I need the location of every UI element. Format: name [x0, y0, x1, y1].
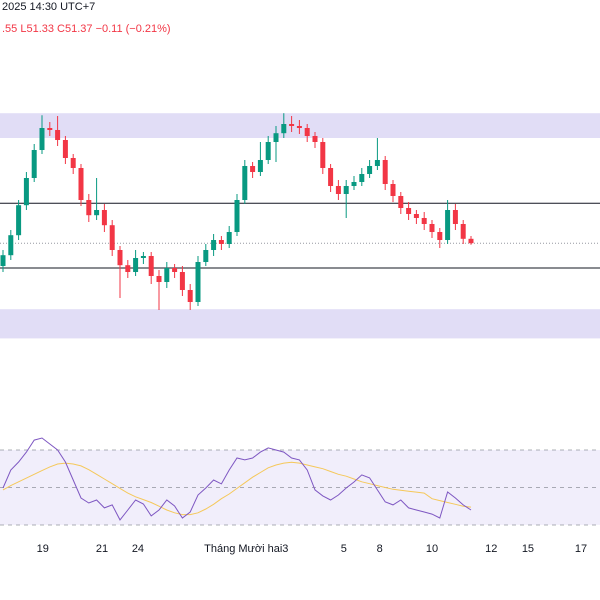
candle-body — [101, 210, 107, 226]
candle-body — [218, 240, 224, 244]
candle-body — [234, 200, 240, 232]
candle-body — [55, 130, 61, 140]
candle-body — [312, 136, 318, 142]
x-tick-label: 17 — [575, 543, 587, 555]
x-tick-label: 21 — [96, 543, 108, 555]
candle-body — [0, 255, 6, 266]
candle-body — [78, 168, 84, 200]
candle-body — [281, 124, 287, 134]
candle-body — [125, 265, 131, 272]
x-tick-label: 15 — [522, 543, 534, 555]
candle-body — [8, 235, 14, 256]
candle-body — [250, 166, 256, 172]
candle-body — [140, 256, 146, 258]
candle-body — [304, 128, 310, 136]
candle-body — [86, 200, 92, 216]
x-tick-label: 24 — [132, 543, 144, 555]
candle-body — [437, 232, 443, 240]
candle-body — [109, 225, 115, 250]
candle-body — [429, 224, 435, 232]
candle-body — [70, 158, 76, 168]
candle-body — [133, 258, 139, 272]
candle-body — [273, 133, 279, 142]
candle-body — [328, 168, 334, 186]
x-tick-label: 5 — [341, 543, 347, 555]
candle-body — [421, 218, 427, 224]
candle-body — [406, 208, 412, 214]
x-tick-label: Tháng Mười hai — [204, 543, 282, 555]
zone — [0, 309, 600, 339]
candle-body — [164, 268, 170, 282]
candle-body — [31, 150, 37, 178]
candle-body — [296, 126, 302, 128]
candle-body — [148, 256, 154, 276]
candle-body — [23, 178, 29, 206]
x-tick-label: 19 — [37, 543, 49, 555]
x-tick-label: 12 — [485, 543, 497, 555]
candle-body — [226, 232, 232, 244]
candle-body — [468, 238, 474, 244]
candle-body — [398, 196, 404, 208]
candle-body — [289, 124, 295, 126]
candle-body — [94, 210, 100, 216]
candle-body — [374, 160, 380, 166]
candle-body — [382, 160, 388, 184]
header-ohlc: .55 L51.33 C51.37 −0.11 (−0.21%) — [2, 23, 171, 35]
candle-body — [367, 166, 373, 174]
candle-body — [62, 140, 68, 158]
candle-body — [203, 250, 209, 262]
candle-body — [460, 224, 466, 239]
candle-body — [257, 160, 263, 172]
candle-body — [413, 214, 419, 218]
candle-body — [172, 268, 178, 272]
candle-body — [335, 186, 341, 194]
x-tick-label: 3 — [282, 543, 288, 555]
candle-body — [16, 205, 22, 236]
rsi-line — [2, 437, 472, 521]
candle-body — [343, 186, 349, 194]
candle-body — [359, 174, 365, 182]
candle-body — [211, 240, 217, 250]
candle-body — [179, 272, 185, 290]
x-tick-label: 10 — [426, 543, 438, 555]
x-tick-label: 8 — [377, 543, 383, 555]
candle-body — [265, 142, 271, 160]
candle-body — [445, 210, 451, 240]
candle-body — [117, 250, 123, 266]
candle-body — [39, 128, 45, 150]
header-time: 2025 14:30 UTC+7 — [2, 1, 95, 13]
candle-body — [47, 128, 53, 130]
zone — [0, 113, 600, 138]
candle-body — [452, 210, 458, 224]
rsi-ma-line — [2, 461, 472, 516]
candle-body — [187, 290, 193, 302]
candle-body — [242, 166, 248, 200]
candle-body — [351, 182, 357, 186]
candle-body — [195, 262, 201, 302]
candle-body — [320, 142, 326, 168]
candle-body — [390, 184, 396, 196]
candle-body — [156, 276, 162, 282]
